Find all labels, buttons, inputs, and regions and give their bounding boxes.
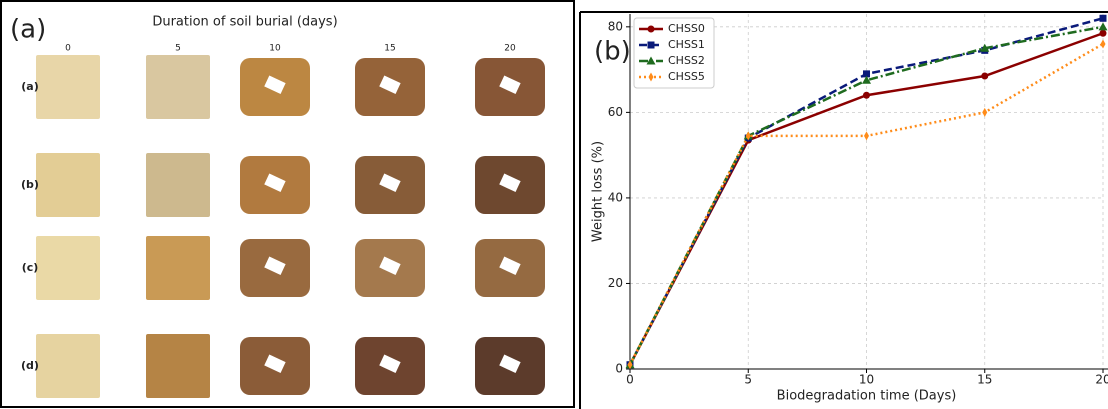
legend-marker [646, 56, 656, 65]
sample-hole [264, 173, 286, 193]
legend-marker [648, 72, 654, 82]
sample-hole [379, 173, 401, 193]
y-tick-label: 80 [608, 19, 623, 33]
data-point [745, 131, 751, 141]
legend-box [633, 17, 715, 89]
photo-grid [36, 55, 545, 398]
panel-a-title: Duration of soil burial (days) [152, 15, 337, 30]
data-point [1099, 29, 1107, 37]
data-point [982, 107, 988, 117]
row-label: (a) [21, 80, 38, 93]
panel-a-label: (a) [10, 15, 46, 45]
x-tick-label: 15 [977, 373, 992, 387]
legend-marker [647, 25, 655, 33]
data-point [1100, 39, 1106, 49]
legend-label: CHSS2 [668, 54, 705, 67]
sample-photo [36, 55, 100, 119]
data-point [1099, 14, 1107, 22]
data-point [863, 91, 870, 99]
row-label: (d) [21, 359, 39, 372]
sample-photo [36, 236, 100, 300]
sample-hole [264, 256, 286, 276]
legend-label: CHSS5 [668, 70, 705, 83]
legend-label: CHSS1 [668, 38, 705, 51]
sample-hole [379, 354, 401, 374]
x-tick-label: 0 [626, 373, 634, 387]
sample-photo [36, 153, 100, 217]
sample-hole [379, 75, 401, 95]
data-point [863, 70, 870, 78]
data-point [862, 75, 871, 84]
data-point [1098, 22, 1108, 31]
sample-hole [499, 354, 521, 374]
sample-photo [146, 55, 210, 119]
data-point [981, 72, 989, 80]
column-label: 20 [504, 44, 516, 54]
data-point [980, 43, 990, 52]
y-tick-label: 40 [608, 190, 623, 204]
y-axis-title: Weight loss (%) [591, 141, 606, 242]
y-tick-label: 60 [608, 105, 623, 119]
x-tick-label: 5 [744, 373, 752, 387]
sample-hole [499, 173, 521, 193]
x-axis-title: Biodegradation time (Days) [777, 389, 957, 404]
column-label: 0 [65, 44, 71, 54]
y-tick-label: 20 [608, 276, 623, 290]
panel-b-label: (b) [594, 37, 631, 67]
sample-photo [146, 334, 210, 398]
legend-marker [647, 41, 655, 49]
sample-photo [146, 153, 210, 217]
data-point [864, 131, 869, 141]
legend-label: CHSS0 [668, 22, 705, 35]
x-tick-label: 20 [1095, 373, 1108, 387]
sample-hole [499, 75, 521, 95]
sample-photo [36, 334, 100, 398]
row-label: (c) [22, 261, 39, 274]
sample-hole [264, 354, 286, 374]
x-tick-label: 10 [859, 373, 874, 387]
column-label: 15 [384, 44, 395, 54]
column-label: 10 [269, 44, 281, 54]
row-label: (b) [21, 178, 39, 191]
y-tick-label: 0 [615, 362, 623, 376]
sample-hole [499, 256, 521, 276]
sample-photo [146, 236, 210, 300]
data-point [627, 360, 633, 370]
column-label: 5 [175, 44, 181, 54]
sample-hole [379, 256, 401, 276]
panel-a-frame [0, 0, 575, 408]
sample-hole [264, 75, 286, 95]
